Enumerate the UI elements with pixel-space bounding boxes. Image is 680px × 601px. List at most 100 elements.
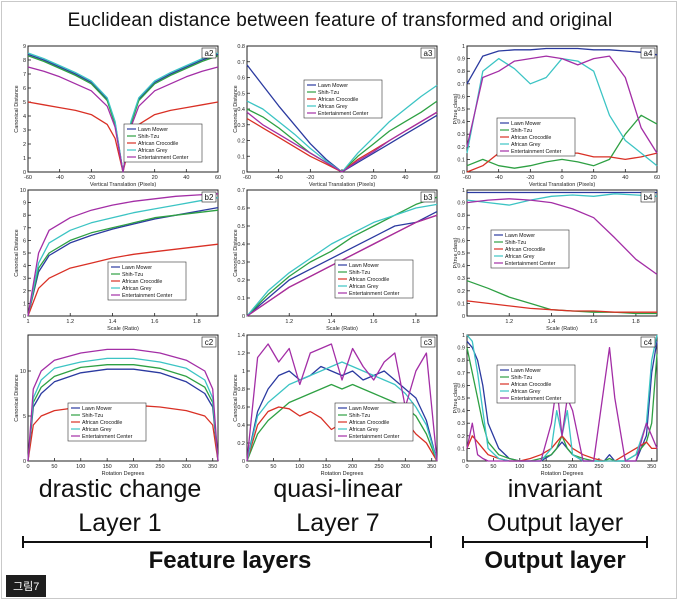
legend-entry: African Crocodile [318,97,358,103]
legend-entry: African Crocodile [505,247,545,253]
x-tick-label: -60 [24,175,32,181]
x-tick-label: 60 [215,175,221,181]
x-tick-label: -40 [495,175,503,181]
panel-id-label: a2 [205,49,214,58]
y-tick-label: 10 [20,188,26,194]
y-tick-label: 1 [462,333,465,339]
panel-id-box [420,191,436,203]
legend-entry: African Grey [138,148,168,154]
legend-box [496,364,576,404]
y-tick-label: 1 [23,301,26,307]
x-tick-label: 1.6 [370,319,378,325]
column-1-desc: drastic change [38,475,202,503]
x-axis-label: Rotation Degrees [541,471,584,477]
plot-area-c2 [27,334,219,462]
panel-id-box [640,191,656,203]
legend-entry: Lawn Mower [505,233,535,239]
x-axis-label: Scale (Ratio) [546,326,578,332]
x-axis-label: Scale (Ratio) [326,326,358,332]
x-tick-label: 1.8 [193,319,201,325]
output-group-bracket [462,541,648,543]
x-tick-label: 0 [245,464,248,470]
y-tick-label: 0.6 [237,76,245,82]
figure-number-tag: 그림7 [6,575,47,597]
x-tick-label: 60 [654,175,660,181]
series-line-african-grey [27,196,219,317]
series-line-lawn-mower [246,211,438,317]
y-tick-label: 0.4 [237,423,245,429]
y-tick-label: 0.5 [237,224,245,230]
chart-svg-a4: 0 0.1 0.2 0.3 0.4 0.5 0.6 0.7 0.8 0.9 1 -60 -40 -20 0 2… [453,44,660,188]
y-tick-label: 0 [242,170,245,176]
series-line-lawn-mower [246,365,438,462]
column-2-layer: Layer 7 [296,509,380,537]
y-tick-label: 0.1 [237,154,245,160]
y-tick-label: 4 [23,114,26,120]
legend-box [496,117,576,157]
x-tick-label: 300 [621,464,630,470]
legend-entry: Entertainment Center [511,396,562,402]
y-tick-label: 0 [462,459,465,465]
chart-panel-a4: 0 0.1 0.2 0.3 0.4 0.5 0.6 0.7 0.8 0.9 1 -60 -40 -20 0 2… [453,44,663,188]
y-tick-label: 0.8 [457,358,465,364]
y-tick-label: 1 [462,44,465,50]
x-tick-label: 100 [76,464,85,470]
legend-entry: African Crocodile [138,141,178,147]
y-tick-label: 0.8 [237,44,245,50]
x-tick-label: 1.2 [66,319,74,325]
legend-box [303,79,383,119]
y-tick-label: 0.9 [457,57,465,63]
x-tick-label: 1.2 [285,319,293,325]
y-tick-label: 2 [23,142,26,148]
chart-panel-c3: 0 0.2 0.4 0.6 0.8 1 1.2 1.4 0 50 100 150 200 250 300 35… [233,333,443,477]
y-tick-label: 9 [23,201,26,207]
legend-entry: African Grey [318,104,348,110]
chart-panel-a2: 0 1 2 3 4 5 6 7 8 9 -60 -40 -20 0 20 40 60 Vertical Trans… [14,44,224,188]
panel-id-box [640,47,656,59]
feature-bracket-left [22,536,24,548]
chart-svg-b3: 0 0.1 0.2 0.3 0.4 0.5 0.6 0.7 1.2 1.4 1.6 1.8 Scale … [233,188,438,332]
x-axis-label: Rotation Degrees [102,471,145,477]
y-axis-label: Canonical Distance [233,85,239,132]
legend-entry: African Grey [511,389,541,395]
y-tick-label: 0.3 [237,260,245,266]
y-tick-label: 0.2 [237,278,245,284]
chart-svg-a2: 0 1 2 3 4 5 6 7 8 9 -60 -40 -20 0 20 40 60 Vertical Trans… [14,44,221,188]
x-tick-label: 1 [26,319,29,325]
legend-entry: African Grey [511,142,541,148]
y-tick-label: 0 [242,459,245,465]
y-tick-label: 0 [242,314,245,320]
chart-svg-c4: 0 0.1 0.2 0.3 0.4 0.5 0.6 0.7 0.8 0.9 1 0 50 100 150 20… [453,333,658,477]
y-tick-label: 9 [23,44,26,50]
series-line-entertainment-center [466,198,658,275]
legend-entry: Lawn Mower [511,368,541,374]
legend-entry: Lawn Mower [349,406,379,412]
output-bracket-left [462,536,464,548]
y-tick-label: 0.3 [457,276,465,282]
x-tick-label: -20 [87,175,95,181]
y-tick-label: 0.7 [457,226,465,232]
series-line-shih-tzu [466,114,658,169]
y-tick-label: 0.7 [237,188,245,194]
y-tick-label: 0.8 [237,387,245,393]
y-axis-label: Canonical Distance [233,229,239,276]
series-line-entertainment-center [27,348,219,462]
column-1-layer: Layer 1 [78,509,162,537]
series-line-shih-tzu [246,196,438,317]
y-tick-label: 0.6 [457,94,465,100]
y-tick-label: 0.6 [237,405,245,411]
x-axis-label: Vertical Translation (Pixels) [529,182,595,188]
x-tick-label: 50 [490,464,496,470]
legend-box [334,402,414,442]
y-tick-label: 0.1 [237,296,245,302]
y-tick-label: 0.3 [237,123,245,129]
y-tick-label: 0.4 [237,242,245,248]
series-line-african-crocodile [466,300,657,313]
x-tick-label: 300 [182,464,191,470]
legend-entry: African Crocodile [511,382,551,388]
series-line-lawn-mower [466,47,658,85]
y-tick-label: 6 [23,86,26,92]
x-tick-label: 250 [155,464,164,470]
series-line-shih-tzu [27,209,219,317]
